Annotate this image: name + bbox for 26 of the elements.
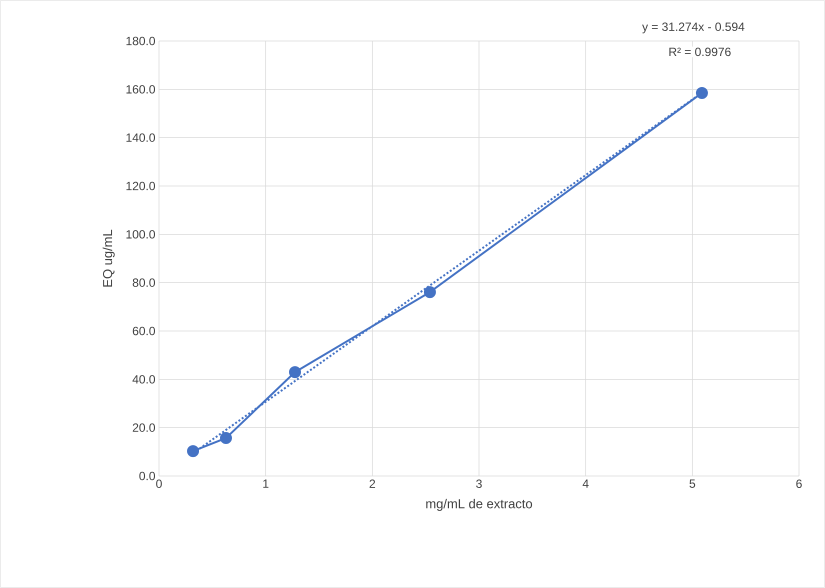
point (424, 286, 436, 298)
annotation: R² = 0.9976 (669, 48, 731, 56)
y-tick-label: 0.0 (139, 472, 156, 480)
x-tick-label: 6 (796, 480, 802, 488)
point (696, 86, 708, 99)
y-tick-label: 120.0 (126, 182, 156, 190)
y-tick-label: 140.0 (126, 133, 156, 142)
y-tick-label: 100.0 (126, 230, 156, 239)
y-tick-label: 80.0 (132, 278, 156, 287)
y-tick-label: 160.0 (126, 85, 156, 94)
y-tick-label: 60.0 (132, 326, 156, 336)
x-tick-label: 3 (476, 480, 482, 488)
point (289, 366, 302, 378)
x-tick-label: 0 (156, 480, 162, 488)
x-tick-label: 5 (690, 480, 696, 488)
x-axis-title: mg/mL de extracto (426, 498, 532, 511)
x-tick-label: 1 (263, 480, 268, 488)
text: y = 31.274x - 0.594 (642, 22, 744, 34)
x-tick-label: 4 (582, 480, 589, 488)
y-tick-label: 40.0 (132, 375, 156, 384)
y-axis-title: EQ ug/mL (102, 230, 115, 287)
y-tick-label: 20.0 (132, 423, 156, 432)
point (220, 432, 232, 444)
point (187, 445, 200, 458)
y-tick-label: 180.0 (126, 36, 156, 46)
x-tick-label: 2 (370, 480, 376, 488)
